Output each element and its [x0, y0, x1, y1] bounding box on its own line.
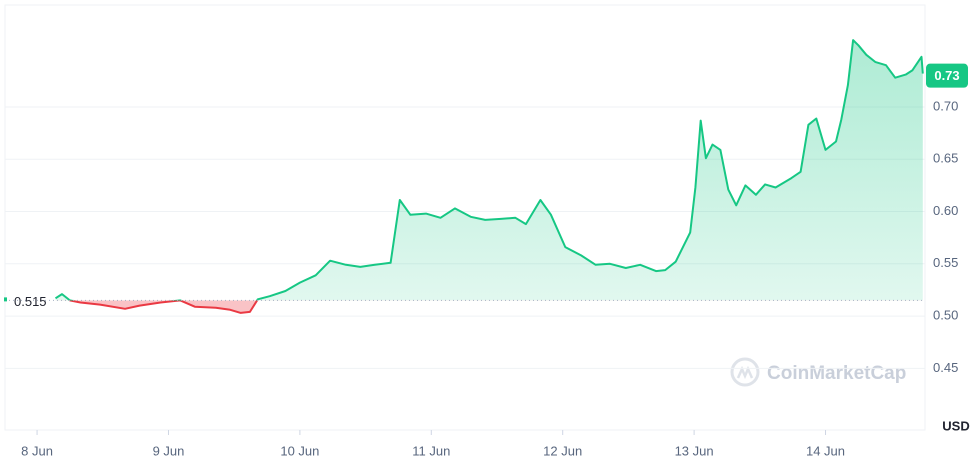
y-tick-label: 0.60: [933, 203, 958, 218]
current-price-badge: [926, 63, 968, 88]
baseline-label: 0.515: [14, 294, 47, 309]
y-tick-label: 0.45: [933, 360, 958, 375]
x-tick-label: 11 Jun: [412, 443, 450, 458]
y-tick-label: 0.65: [933, 151, 958, 166]
area-fill: [55, 40, 923, 301]
negative-fill: [55, 300, 923, 313]
x-tick-label: 10 Jun: [280, 443, 319, 458]
watermark-logo: [730, 357, 760, 387]
x-tick-label: 12 Jun: [543, 443, 582, 458]
y-unit: USD: [942, 418, 969, 433]
x-tick-label: 13 Jun: [675, 443, 714, 458]
plot-frame: [4, 4, 926, 431]
baseline-tick: [4, 297, 7, 302]
y-tick-label: 0.50: [933, 308, 958, 323]
watermark: CoinMarketCap: [767, 363, 906, 384]
price-line: [54, 39, 924, 314]
y-tick-label: 0.70: [933, 98, 958, 113]
x-tick-label: 9 Jun: [153, 443, 185, 458]
current-price-label: 0.73: [934, 68, 959, 83]
x-tick-label: 14 Jun: [806, 443, 845, 458]
x-tick-label: 8 Jun: [21, 443, 53, 458]
y-tick-label: 0.55: [933, 255, 958, 270]
